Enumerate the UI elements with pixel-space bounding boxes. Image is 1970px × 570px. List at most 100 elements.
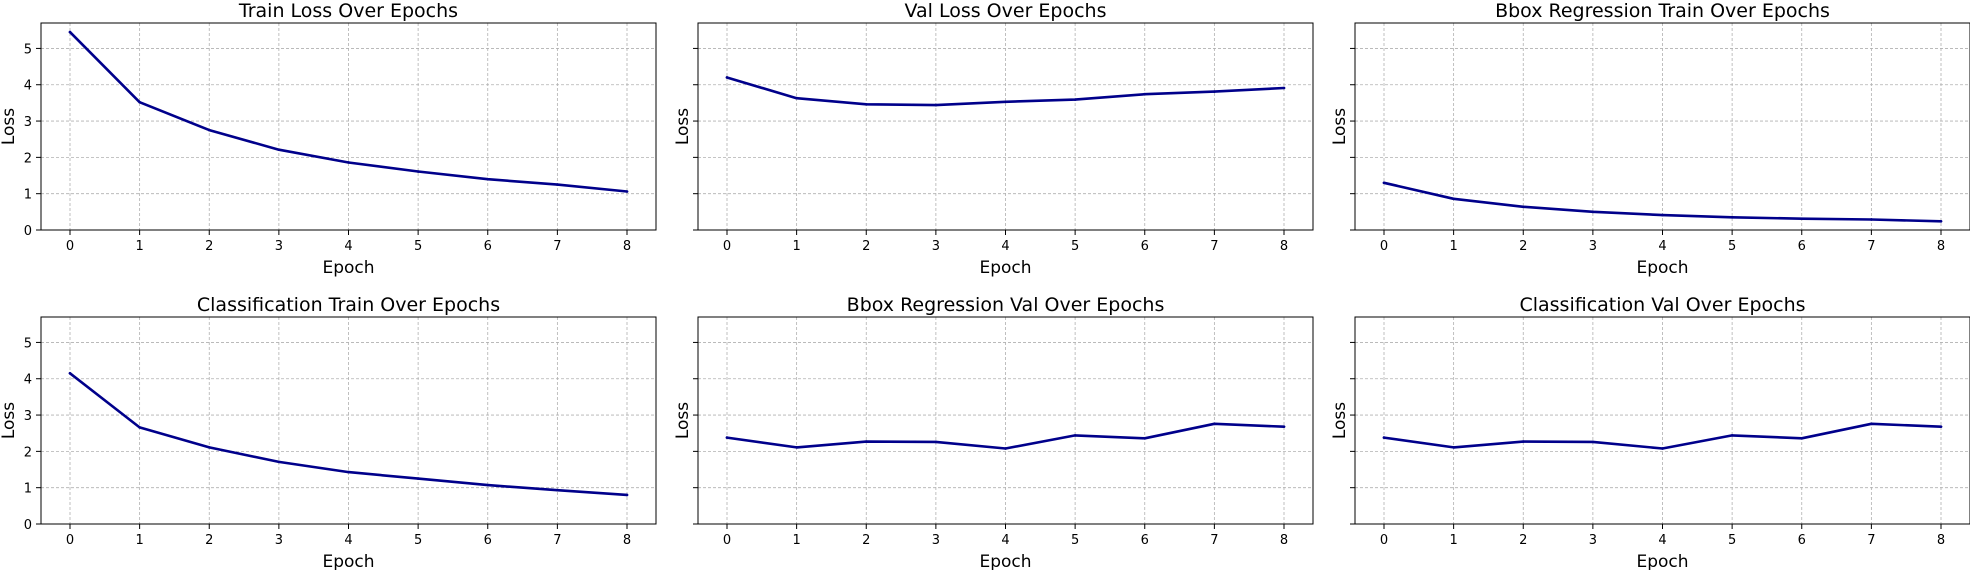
data-point (417, 170, 420, 173)
data-point (865, 440, 868, 443)
data-point (1213, 90, 1216, 93)
data-point (935, 104, 938, 107)
chart-title: Bbox Regression Train Over Epochs (1495, 0, 1830, 22)
x-tick-label: 8 (1280, 239, 1288, 254)
data-point (138, 426, 141, 429)
data-point (1661, 214, 1664, 217)
x-tick-label: 4 (1658, 533, 1666, 548)
y-axis-label: Loss (673, 108, 693, 145)
x-tick-label: 5 (1728, 533, 1736, 548)
x-tick-label: 0 (1380, 239, 1388, 254)
x-tick-label: 8 (1937, 239, 1945, 254)
y-tick-label: 2 (24, 151, 32, 166)
data-point (935, 441, 938, 444)
data-point (1383, 181, 1386, 184)
chart-title: Bbox Regression Val Over Epochs (847, 294, 1165, 316)
data-point (1522, 205, 1525, 208)
data-point (1452, 197, 1455, 200)
x-tick-label: 6 (484, 239, 492, 254)
x-tick-label: 1 (1449, 533, 1457, 548)
data-point (1940, 220, 1943, 223)
x-tick-label: 2 (1519, 533, 1527, 548)
x-tick-label: 3 (275, 533, 283, 548)
x-tick-label: 6 (1798, 533, 1806, 548)
data-point (278, 148, 281, 151)
x-tick-label: 2 (862, 239, 870, 254)
chart-title: Classification Train Over Epochs (197, 294, 500, 316)
series-line (70, 32, 627, 191)
x-tick-label: 6 (1141, 533, 1149, 548)
data-point (347, 471, 350, 474)
data-point (1522, 440, 1525, 443)
y-tick-label: 2 (24, 445, 32, 460)
x-tick-label: 4 (1001, 533, 1009, 548)
data-point (1940, 425, 1943, 428)
data-point (138, 101, 141, 104)
x-tick-label: 6 (1798, 239, 1806, 254)
x-tick-label: 2 (205, 533, 213, 548)
x-tick-label: 0 (66, 533, 74, 548)
chart-title: Classification Val Over Epochs (1519, 294, 1805, 316)
data-point (69, 31, 72, 34)
x-tick-label: 8 (623, 533, 631, 548)
data-point (1283, 425, 1286, 428)
data-point (69, 372, 72, 375)
data-point (1143, 437, 1146, 440)
x-tick-label: 3 (932, 239, 940, 254)
x-axis-label: Epoch (979, 552, 1031, 570)
chart-panel-6: 0 1 2 3 4 5 6 7 8 Classification Val Over Epochs E… (1330, 294, 1970, 570)
data-point (1004, 447, 1007, 450)
y-tick-label: 3 (24, 409, 32, 424)
x-axis-label: Epoch (1636, 258, 1688, 278)
x-tick-label: 1 (1449, 239, 1457, 254)
x-tick-label: 3 (1589, 533, 1597, 548)
x-tick-label: 0 (723, 533, 731, 548)
x-tick-label: 8 (1280, 533, 1288, 548)
data-point (1004, 101, 1007, 104)
x-tick-label: 1 (792, 533, 800, 548)
x-axis-label: Epoch (1636, 552, 1688, 570)
x-tick-label: 5 (1071, 239, 1079, 254)
chart-panel-3: 0 1 2 3 4 5 6 7 8 Bbox Regression Train Over Epoc… (1330, 0, 1970, 278)
x-tick-label: 2 (1519, 239, 1527, 254)
x-tick-label: 0 (66, 239, 74, 254)
x-tick-label: 4 (344, 239, 352, 254)
x-tick-label: 7 (1210, 533, 1218, 548)
data-point (865, 103, 868, 106)
x-tick-label: 2 (862, 533, 870, 548)
data-point (1800, 217, 1803, 220)
data-point (278, 461, 281, 464)
data-point (1800, 437, 1803, 440)
x-tick-label: 8 (1937, 533, 1945, 548)
x-axis-label: Epoch (322, 258, 374, 278)
x-tick-label: 5 (1071, 533, 1079, 548)
chart-title: Val Loss Over Epochs (904, 0, 1106, 22)
data-point (1143, 93, 1146, 96)
data-point (1283, 87, 1286, 90)
x-tick-label: 5 (414, 239, 422, 254)
x-axis-label: Epoch (979, 258, 1031, 278)
data-point (556, 183, 559, 186)
y-tick-label: 5 (24, 42, 32, 57)
x-tick-label: 1 (135, 533, 143, 548)
x-tick-label: 2 (205, 239, 213, 254)
x-tick-label: 7 (1210, 239, 1218, 254)
y-axis-label: Loss (0, 402, 19, 439)
y-tick-label: 3 (24, 115, 32, 130)
x-tick-label: 0 (1380, 533, 1388, 548)
data-point (1383, 436, 1386, 439)
x-tick-label: 5 (414, 533, 422, 548)
x-tick-label: 1 (135, 239, 143, 254)
x-tick-label: 3 (275, 239, 283, 254)
x-tick-label: 8 (623, 239, 631, 254)
data-point (347, 161, 350, 164)
x-tick-label: 7 (553, 239, 561, 254)
x-tick-label: 6 (1141, 239, 1149, 254)
x-tick-label: 4 (344, 533, 352, 548)
data-point (1213, 422, 1216, 425)
y-axis-label: Loss (673, 402, 693, 439)
data-point (795, 446, 798, 449)
y-axis-label: Loss (0, 108, 19, 145)
x-tick-label: 4 (1658, 239, 1666, 254)
y-tick-label: 4 (24, 79, 32, 94)
